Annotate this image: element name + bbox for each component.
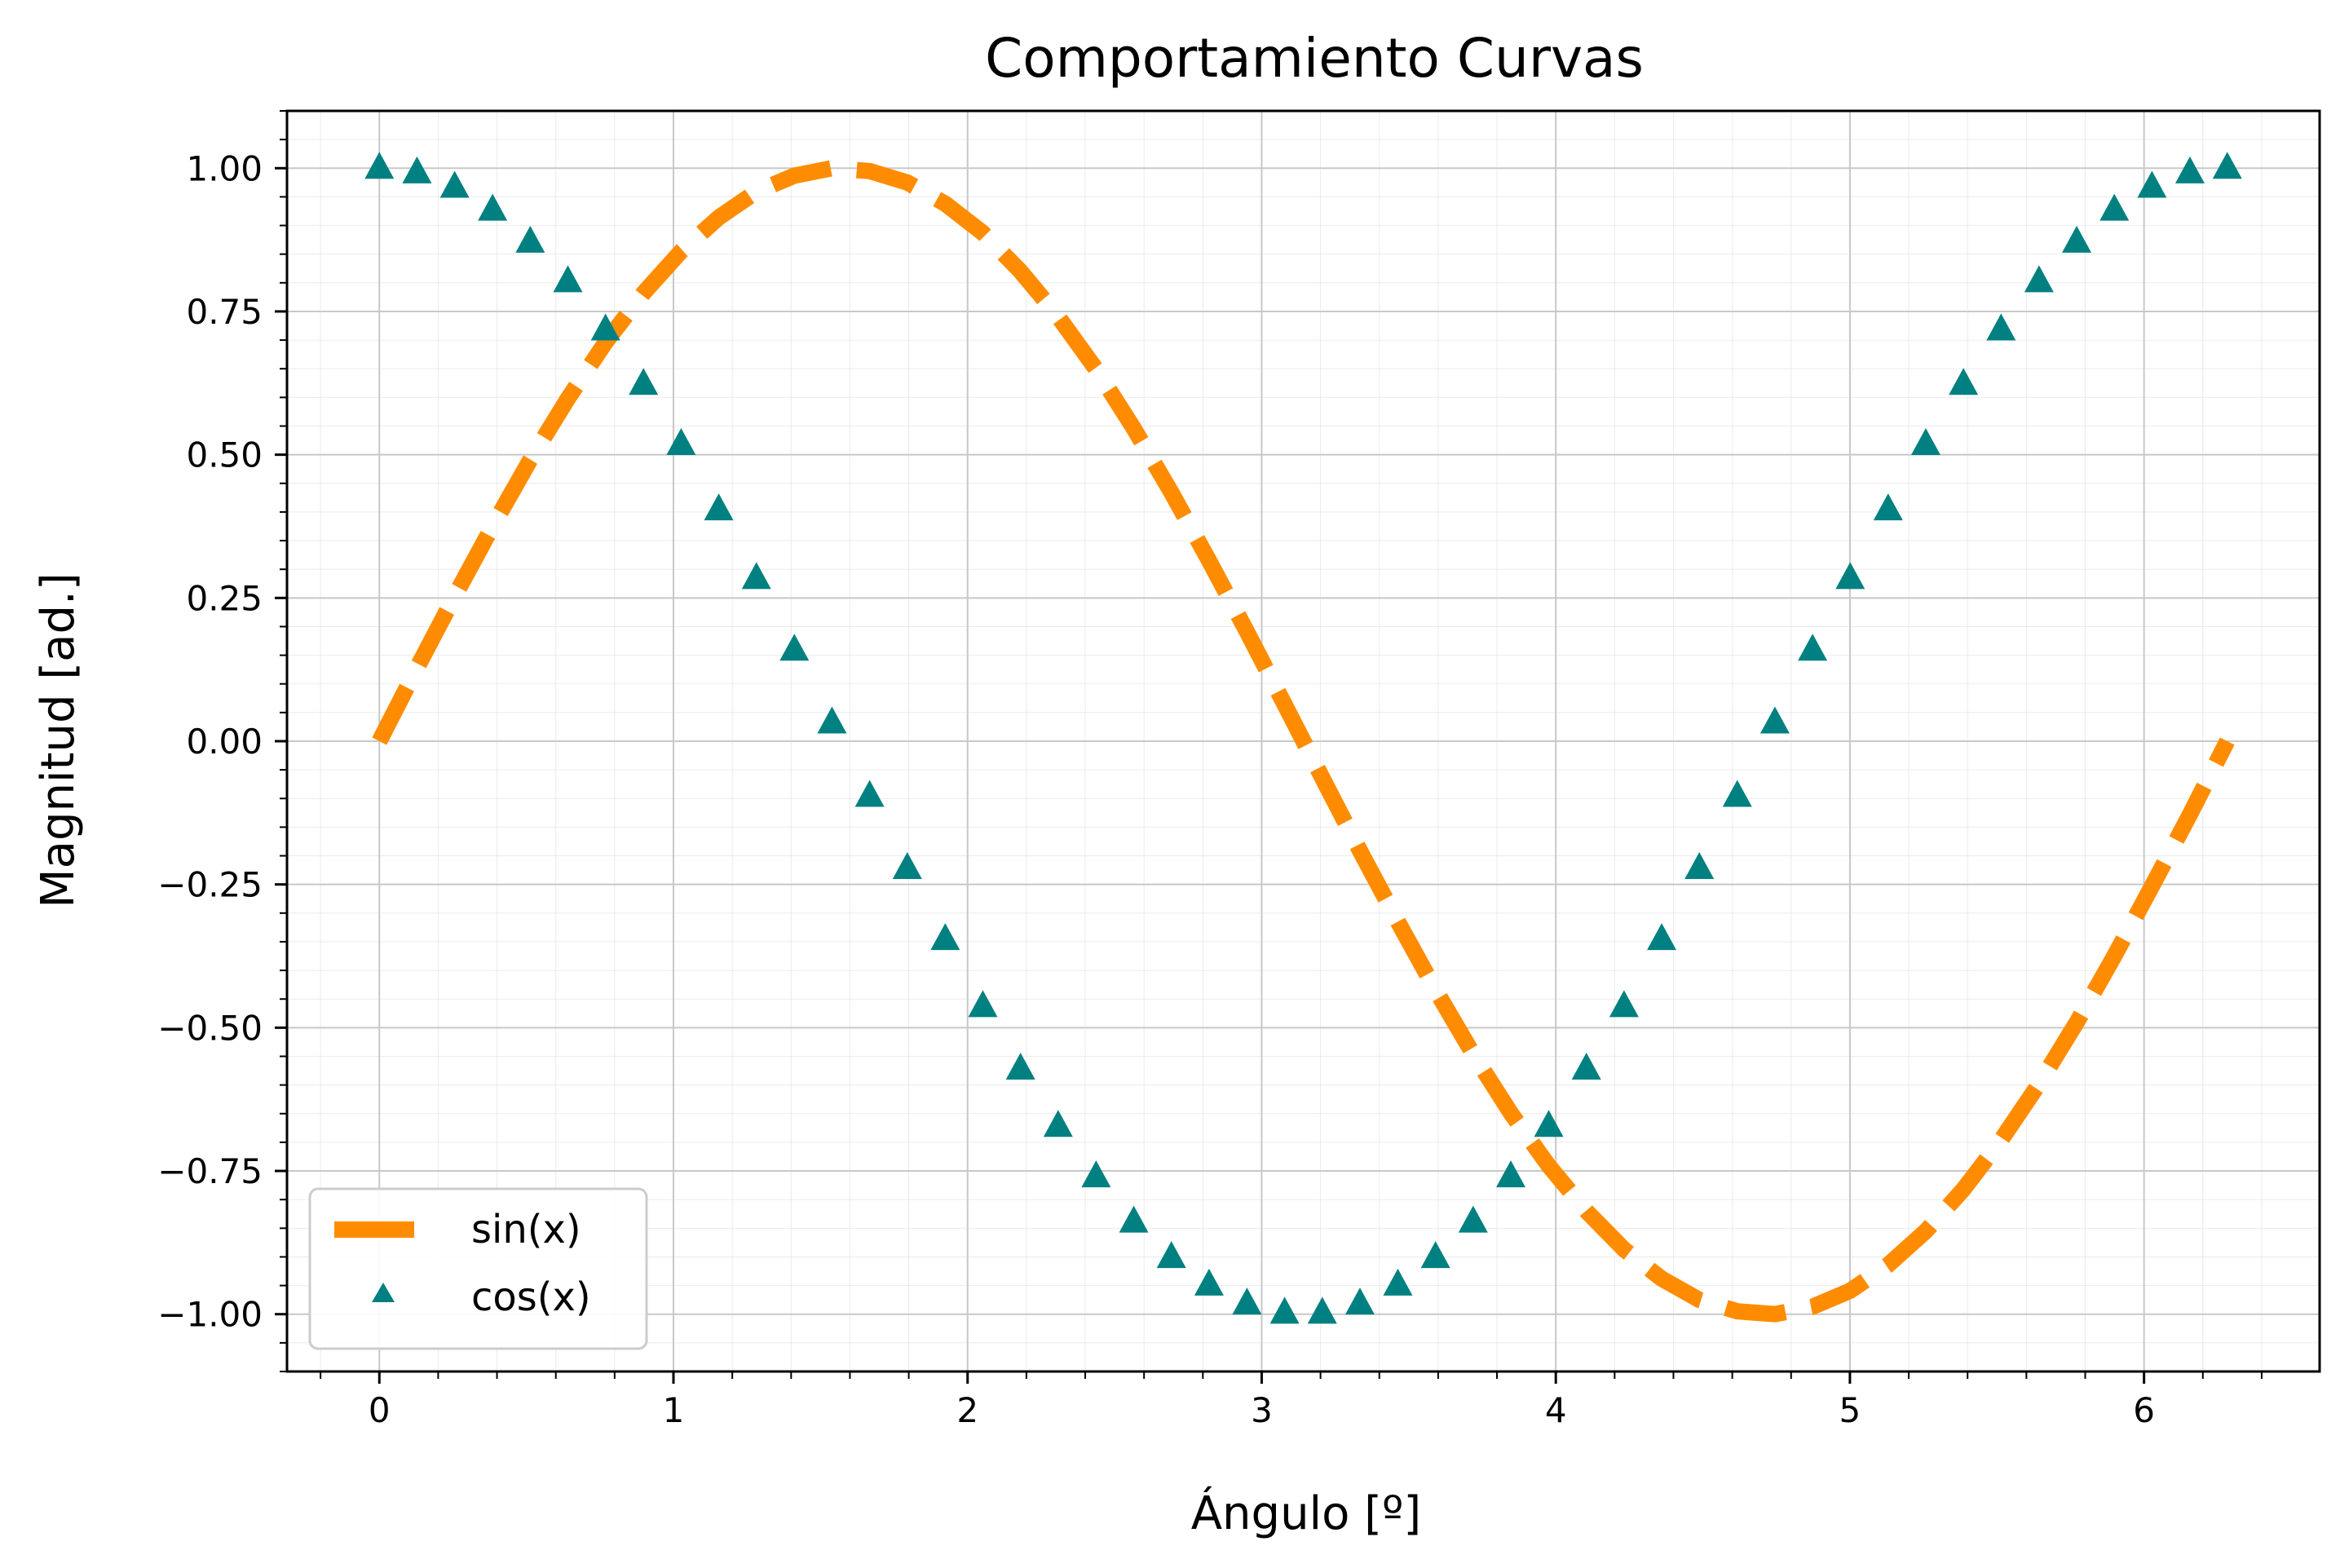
y-tick-label: 0.50 (186, 435, 263, 475)
chart-title: Comportamiento Curvas (985, 27, 1644, 90)
cos-point (1534, 1110, 1564, 1137)
series-layer (364, 152, 2242, 1324)
cos-point (2062, 225, 2092, 253)
cos-point (553, 265, 583, 293)
cos-point (854, 780, 885, 807)
legend-swatch-cos (372, 1283, 395, 1302)
cos-point (666, 427, 696, 455)
cos-point (1458, 1205, 1488, 1233)
y-tick-label: −0.25 (157, 865, 263, 905)
cos-point (968, 990, 998, 1018)
cos-point (930, 923, 960, 951)
cos-point (817, 706, 847, 734)
cos-point (2099, 193, 2130, 221)
x-tick-label: 0 (369, 1390, 391, 1430)
cos-point (1420, 1241, 1450, 1269)
cos-point (590, 313, 620, 341)
x-tick-label: 4 (1545, 1390, 1567, 1430)
cos-point (2212, 152, 2242, 179)
cos-point (1873, 493, 1903, 521)
cos-point (1949, 368, 1979, 395)
y-axis-title: Magnitud [ad.] (32, 572, 85, 908)
y-tick-label: −1.00 (157, 1295, 263, 1335)
x-tick-label: 6 (2133, 1390, 2155, 1430)
cos-point (892, 852, 922, 880)
cos-point (1119, 1205, 1149, 1233)
cos-point (478, 193, 508, 221)
x-axis-title: Ángulo [º] (1191, 1487, 1422, 1540)
cos-point (1986, 313, 2016, 341)
legend-label-sin: sin(x) (471, 1207, 581, 1252)
y-tick-label: 0.75 (186, 292, 263, 332)
x-tick-label: 1 (663, 1390, 685, 1430)
cos-point (1005, 1052, 1035, 1080)
cos-point (1722, 780, 1752, 807)
tick-labels: 0 1 2 3 4 5 6 1.00 0.75 0.50 0.25 0.00 −0.25 −0.50 −0.… (157, 148, 2155, 1430)
cos-point (741, 562, 771, 590)
y-tick-label: −0.75 (157, 1151, 263, 1191)
cos-point (364, 152, 395, 179)
cos-point (2174, 156, 2205, 183)
legend-label-cos: cos(x) (471, 1274, 591, 1320)
y-tick-label: 0.25 (186, 578, 263, 618)
cos-point (2137, 170, 2167, 198)
series-line-sin (372, 160, 2235, 1323)
cos-point (1307, 1296, 1337, 1324)
cos-point (1156, 1241, 1186, 1269)
x-tick-label: 3 (1251, 1390, 1273, 1430)
cos-point (1835, 562, 1865, 590)
cos-point (515, 225, 545, 253)
cos-point (1269, 1296, 1300, 1324)
cos-point (779, 634, 810, 661)
major-grid (287, 111, 2320, 1371)
x-tick-label: 5 (1839, 1390, 1861, 1430)
cos-point (402, 156, 432, 183)
cos-point (1194, 1268, 1224, 1296)
y-tick-label: 0.00 (186, 722, 263, 762)
cos-point (1383, 1268, 1413, 1296)
cos-point (439, 170, 470, 198)
cos-point (1571, 1052, 1601, 1080)
cos-point (1043, 1110, 1073, 1137)
x-tick-label: 2 (956, 1390, 978, 1430)
cos-point (704, 493, 734, 521)
cos-point (1647, 923, 1677, 951)
y-tick-label: −0.50 (157, 1008, 263, 1048)
cos-point (1684, 852, 1715, 880)
cos-point (1609, 990, 1639, 1018)
cos-point (1759, 706, 1790, 734)
cos-point (1232, 1288, 1262, 1315)
cos-point (1344, 1288, 1375, 1315)
cos-point (1495, 1160, 1525, 1188)
legend: sin(x) cos(x) (308, 1187, 648, 1350)
y-tick-label: 1.00 (186, 148, 263, 188)
cos-point (2024, 265, 2054, 293)
cos-point (629, 368, 659, 395)
cos-point (1798, 634, 1828, 661)
cos-point (1081, 1160, 1111, 1188)
axis-ticks (275, 110, 2263, 1384)
cos-point (1910, 427, 1940, 455)
